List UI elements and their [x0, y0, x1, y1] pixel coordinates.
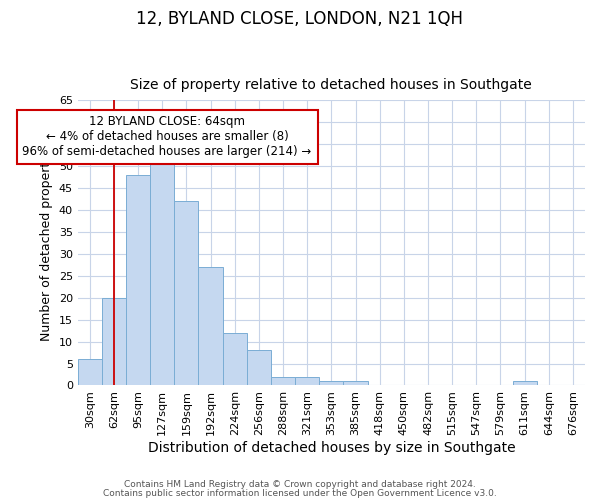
Text: Contains public sector information licensed under the Open Government Licence v3: Contains public sector information licen…: [103, 488, 497, 498]
Bar: [512, 381, 536, 386]
Bar: [126, 174, 150, 386]
Bar: [175, 201, 199, 386]
Title: Size of property relative to detached houses in Southgate: Size of property relative to detached ho…: [130, 78, 532, 92]
Bar: [343, 381, 368, 386]
Y-axis label: Number of detached properties: Number of detached properties: [40, 144, 53, 342]
Text: Contains HM Land Registry data © Crown copyright and database right 2024.: Contains HM Land Registry data © Crown c…: [124, 480, 476, 489]
Bar: [102, 298, 126, 386]
Text: 12, BYLAND CLOSE, LONDON, N21 1QH: 12, BYLAND CLOSE, LONDON, N21 1QH: [137, 10, 464, 28]
Bar: [77, 359, 102, 386]
Bar: [199, 267, 223, 386]
Bar: [295, 376, 319, 386]
Bar: [247, 350, 271, 386]
X-axis label: Distribution of detached houses by size in Southgate: Distribution of detached houses by size …: [148, 441, 515, 455]
Bar: [319, 381, 343, 386]
Bar: [223, 333, 247, 386]
Bar: [150, 153, 175, 386]
Text: 12 BYLAND CLOSE: 64sqm
← 4% of detached houses are smaller (8)
96% of semi-detac: 12 BYLAND CLOSE: 64sqm ← 4% of detached …: [22, 116, 312, 158]
Bar: [271, 376, 295, 386]
